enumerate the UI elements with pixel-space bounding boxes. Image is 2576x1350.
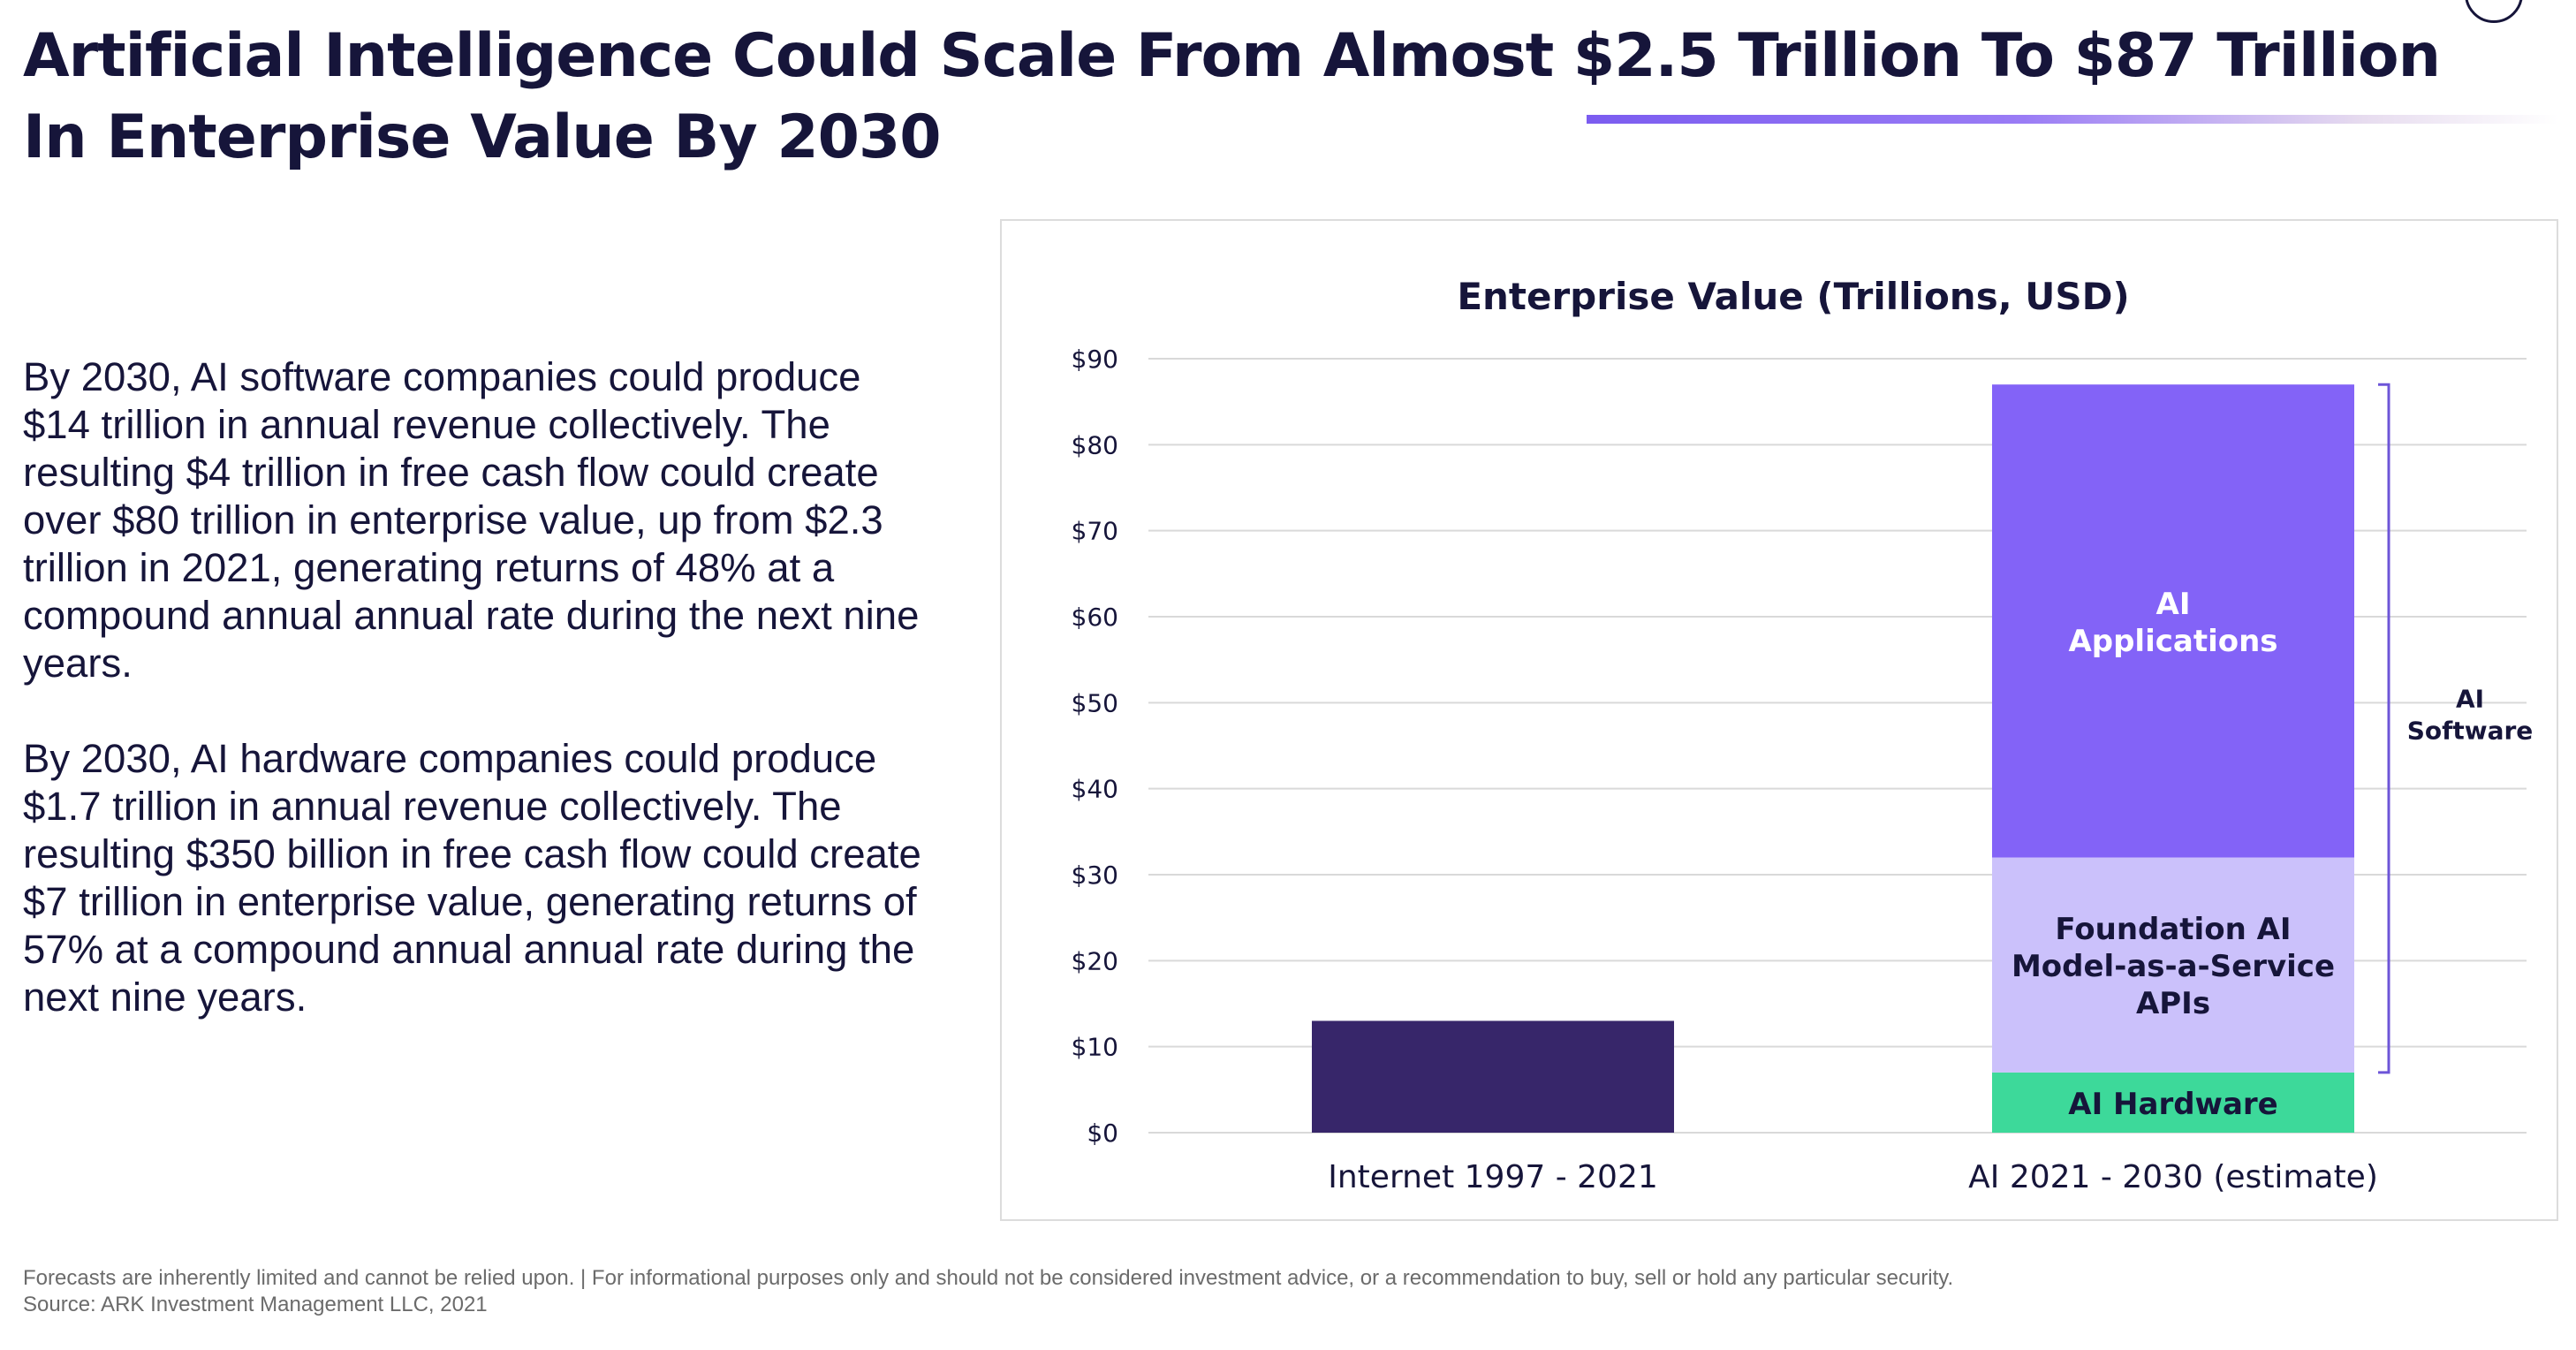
- footer-disclaimer: Forecasts are inherently limited and can…: [23, 1266, 1954, 1290]
- page-title-line-2: In Enterprise Value By 2030: [23, 102, 942, 172]
- bar-segment-foundation-ai-model-as-a-service-apis: [1992, 857, 2354, 1073]
- bar-segment-label: Applications: [2068, 624, 2277, 659]
- bracket-label: AI: [2456, 685, 2484, 714]
- bracket-label: Software: [2407, 717, 2534, 746]
- paragraph-ai-software: By 2030, AI software companies could pro…: [23, 354, 920, 686]
- y-tick-label: $80: [1072, 430, 1118, 459]
- page-title-line-1: Artificial Intelligence Could Scale From…: [23, 21, 2441, 91]
- bar-segment-label: AI Hardware: [2068, 1087, 2278, 1122]
- footer: Forecasts are inherently limited and can…: [23, 1265, 2549, 1318]
- footer-source: Source: ARK Investment Management LLC, 2…: [23, 1293, 488, 1316]
- bar-segment-label: Model-as-a-Service: [2012, 949, 2335, 984]
- y-tick-label: $0: [1087, 1119, 1118, 1148]
- x-category-label: Internet 1997 - 2021: [1328, 1159, 1658, 1195]
- y-tick-label: $60: [1072, 603, 1118, 632]
- y-tick-label: $70: [1072, 517, 1118, 546]
- page-title: Artificial Intelligence Could Scale From…: [23, 16, 2496, 178]
- bar-segment-label: Foundation AI: [2055, 912, 2291, 947]
- bar-segment-label: APIs: [2136, 986, 2210, 1021]
- title-accent-underline: [1587, 115, 2558, 124]
- paragraph-ai-hardware: By 2030, AI hardware companies could pro…: [23, 736, 921, 1020]
- y-tick-label: $90: [1072, 345, 1118, 374]
- ai-software-bracket: [2378, 383, 2390, 1074]
- y-tick-label: $40: [1072, 775, 1118, 804]
- y-tick-label: $30: [1072, 861, 1118, 890]
- body-text: By 2030, AI software companies could pro…: [23, 353, 933, 1069]
- y-tick-label: $50: [1072, 688, 1118, 717]
- bar-segment-label: AI: [2156, 587, 2191, 622]
- bar-segment-ai-hardware: [1992, 1072, 2354, 1133]
- bar-segment-internet: [1312, 1020, 1674, 1133]
- bar-segment-ai-applications: [1992, 384, 2354, 858]
- y-tick-label: $10: [1072, 1033, 1118, 1062]
- chart-title: Enterprise Value (Trillions, USD): [1457, 275, 2129, 318]
- y-tick-label: $20: [1072, 946, 1118, 975]
- chart-panel: Enterprise Value (Trillions, USD) $0 $10 $2…: [1000, 219, 2558, 1221]
- enterprise-value-chart: Enterprise Value (Trillions, USD) $0 $10 $2…: [1072, 275, 2534, 1195]
- x-category-label: AI 2021 - 2030 (estimate): [1968, 1159, 2378, 1195]
